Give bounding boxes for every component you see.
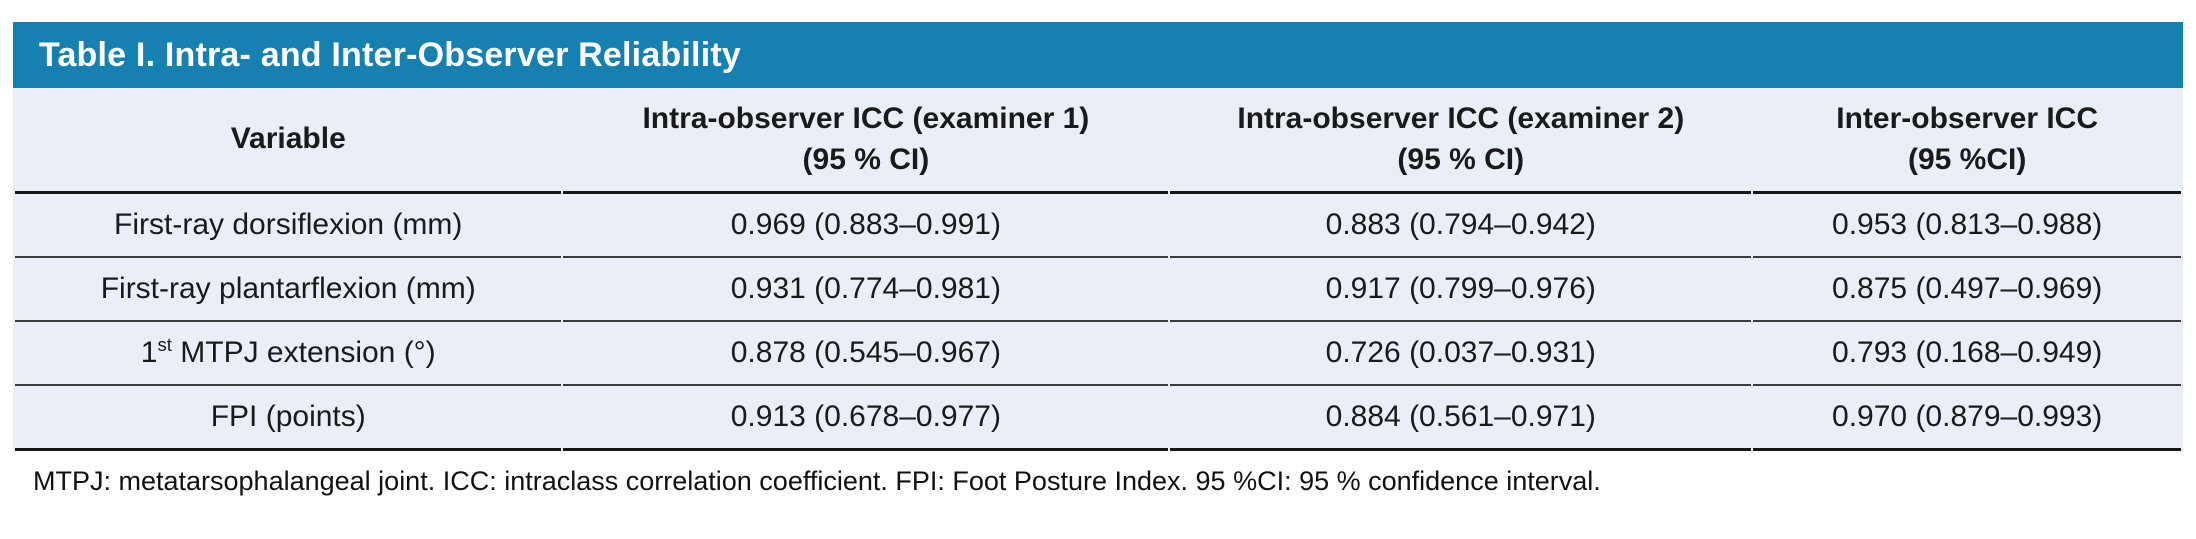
- cell-icc-examiner2: 0.883 (0.794–0.942): [1170, 194, 1752, 258]
- variable-text: MTPJ extension (°): [171, 336, 436, 369]
- cell-icc-examiner1: 0.969 (0.883–0.991): [563, 194, 1169, 258]
- header-row: Variable Intra-observer ICC (examiner 1)…: [15, 88, 2181, 194]
- cell-icc-examiner1: 0.931 (0.774–0.981): [563, 258, 1169, 322]
- column-header-line1: Intra-observer ICC (examiner 1): [642, 102, 1090, 135]
- table-body: First-ray dorsiflexion (mm) 0.969 (0.883…: [15, 194, 2181, 451]
- table-header: Variable Intra-observer ICC (examiner 1)…: [15, 88, 2181, 194]
- cell-variable: First-ray plantarflexion (mm): [15, 258, 562, 322]
- cell-icc-examiner2: 0.917 (0.799–0.976): [1170, 258, 1752, 322]
- column-header-line1: Intra-observer ICC (examiner 2): [1237, 102, 1685, 135]
- reliability-table: Variable Intra-observer ICC (examiner 1)…: [13, 88, 2183, 451]
- column-header-line1: Inter-observer ICC: [1836, 102, 2099, 135]
- cell-inter-observer-icc: 0.793 (0.168–0.949): [1753, 322, 2181, 386]
- column-header-line2: (95 %CI): [1907, 142, 2027, 176]
- cell-variable: FPI (points): [15, 386, 562, 451]
- table-title-bar: Table I. Intra- and Inter-Observer Relia…: [13, 22, 2183, 88]
- cell-inter-observer-icc: 0.970 (0.879–0.993): [1753, 386, 2181, 451]
- column-header-line2: (95 % CI): [1397, 142, 1525, 176]
- cell-icc-examiner1: 0.913 (0.678–0.977): [563, 386, 1169, 451]
- table-row: 1st MTPJ extension (°) 0.878 (0.545–0.96…: [15, 322, 2181, 386]
- reliability-table-container: Table I. Intra- and Inter-Observer Relia…: [13, 22, 2183, 497]
- cell-variable: 1st MTPJ extension (°): [15, 322, 562, 386]
- column-header-intra-observer-icc-examiner1: Intra-observer ICC (examiner 1) (95 % CI…: [563, 88, 1169, 194]
- column-header-variable: Variable: [15, 88, 562, 194]
- cell-inter-observer-icc: 0.875 (0.497–0.969): [1753, 258, 2181, 322]
- column-header-variable-label: Variable: [230, 122, 346, 156]
- cell-icc-examiner1: 0.878 (0.545–0.967): [563, 322, 1169, 386]
- column-header-line2: (95 % CI): [802, 142, 930, 176]
- cell-variable: First-ray dorsiflexion (mm): [15, 194, 562, 258]
- ordinal-superscript: st: [157, 334, 172, 355]
- column-header-inter-observer-icc: Inter-observer ICC (95 %CI): [1753, 88, 2181, 194]
- table-footnote: MTPJ: metatarsophalangeal joint. ICC: in…: [13, 466, 2183, 497]
- table-row: First-ray plantarflexion (mm) 0.931 (0.7…: [15, 258, 2181, 322]
- table-row: FPI (points) 0.913 (0.678–0.977) 0.884 (…: [15, 386, 2181, 451]
- cell-icc-examiner2: 0.726 (0.037–0.931): [1170, 322, 1752, 386]
- variable-text: 1: [140, 336, 158, 369]
- table-title: Table I. Intra- and Inter-Observer Relia…: [39, 35, 741, 74]
- column-header-intra-observer-icc-examiner2: Intra-observer ICC (examiner 2) (95 % CI…: [1170, 88, 1752, 194]
- table-row: First-ray dorsiflexion (mm) 0.969 (0.883…: [15, 194, 2181, 258]
- cell-inter-observer-icc: 0.953 (0.813–0.988): [1753, 194, 2181, 258]
- cell-icc-examiner2: 0.884 (0.561–0.971): [1170, 386, 1752, 451]
